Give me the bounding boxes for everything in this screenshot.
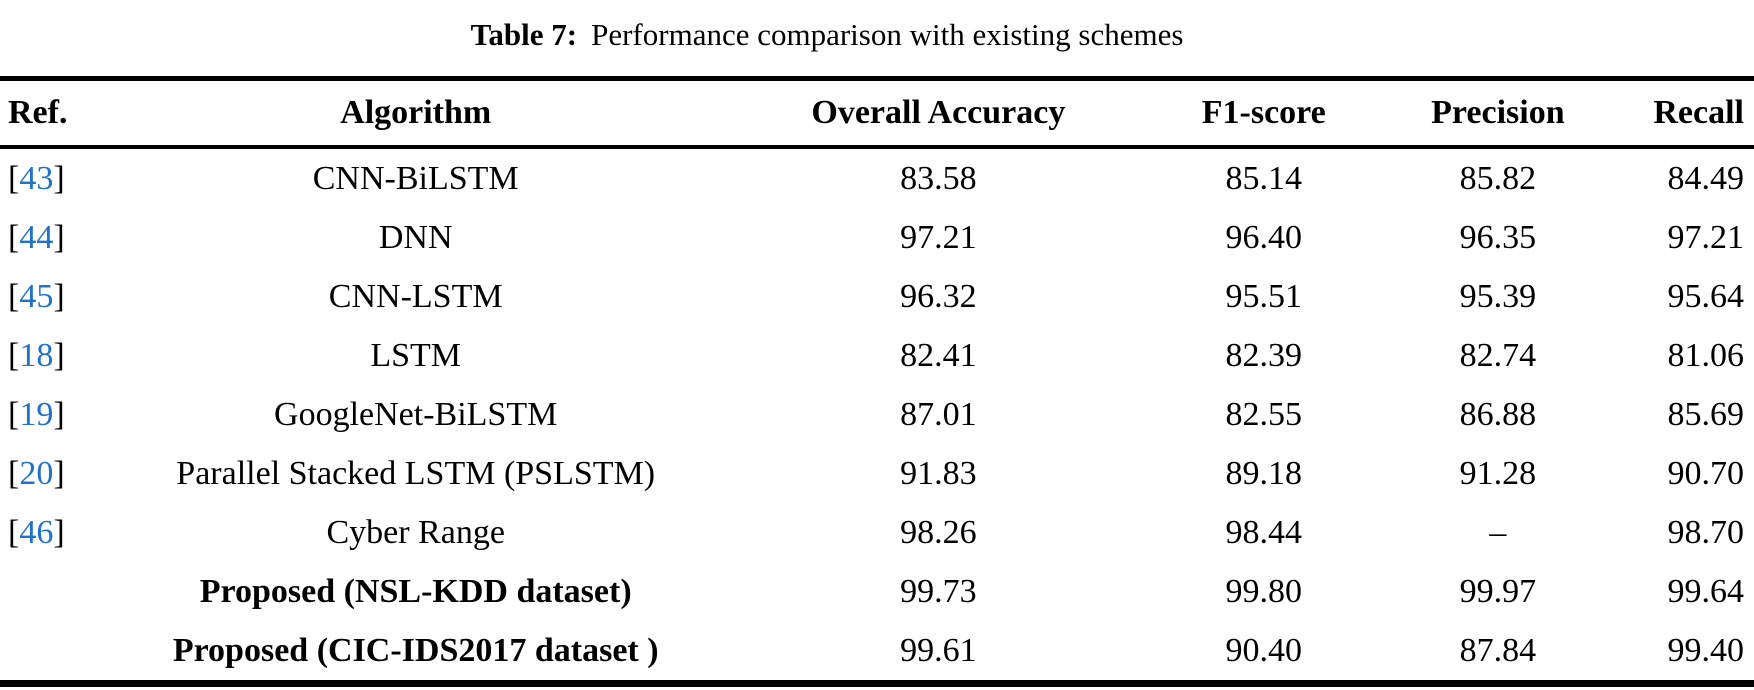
citation-bracket: ] xyxy=(53,513,65,551)
citation-bracket: [ xyxy=(8,218,20,256)
table-row-proposed-cic-ids2017: Proposed (CIC-IDS2017 dataset ) 99.61 90… xyxy=(0,621,1754,684)
table-row: [18] LSTM 82.41 82.39 82.74 81.06 xyxy=(0,326,1754,385)
cell-precision: 87.84 xyxy=(1459,631,1537,669)
citation-link[interactable]: 46 xyxy=(19,513,54,551)
cell-ref: [44] xyxy=(0,208,91,267)
table-row: [19] GoogleNet-BiLSTM 87.01 82.55 86.88 … xyxy=(0,385,1754,444)
cell-ref xyxy=(0,621,91,684)
citation-bracket: [ xyxy=(8,454,20,492)
citation-link[interactable]: 43 xyxy=(19,159,54,197)
citation-link[interactable]: 18 xyxy=(19,336,54,374)
citation-link[interactable]: 20 xyxy=(19,454,54,492)
cell-overall-accuracy: 91.83 xyxy=(900,454,977,492)
cell-algorithm: GoogleNet-BiLSTM xyxy=(274,395,558,433)
header-row: Ref. Algorithm Overall Accuracy F1-score… xyxy=(0,78,1754,149)
column-header-overall-accuracy: Overall Accuracy xyxy=(740,78,1137,149)
cell-overall-accuracy: 96.32 xyxy=(900,277,977,315)
cell-f1-score: 82.55 xyxy=(1225,395,1302,433)
table-row: [46] Cyber Range 98.26 98.44 – 98.70 xyxy=(0,503,1754,562)
cell-algorithm: Parallel Stacked LSTM (PSLSTM) xyxy=(176,454,656,492)
citation-bracket: [ xyxy=(8,395,20,433)
cell-overall-accuracy: 99.61 xyxy=(900,631,977,669)
cell-overall-accuracy: 97.21 xyxy=(900,218,977,256)
cell-ref: [43] xyxy=(0,147,91,208)
cell-f1-score: 96.40 xyxy=(1225,218,1302,256)
cell-overall-accuracy: 82.41 xyxy=(900,336,977,374)
cell-algorithm: Proposed (NSL-KDD dataset) xyxy=(199,572,632,610)
column-header-precision: Precision xyxy=(1390,78,1605,149)
cell-ref xyxy=(0,562,91,621)
citation-bracket: [ xyxy=(8,513,20,551)
cell-recall: 84.49 xyxy=(1667,159,1745,197)
cell-precision: – xyxy=(1489,513,1507,551)
table-caption-text: Performance comparison with existing sch… xyxy=(591,17,1184,52)
cell-recall: 81.06 xyxy=(1667,336,1745,374)
cell-algorithm: CNN-BiLSTM xyxy=(312,159,519,197)
cell-overall-accuracy: 87.01 xyxy=(900,395,977,433)
cell-recall: 99.64 xyxy=(1667,572,1745,610)
table-caption: Table 7: Performance comparison with exis… xyxy=(0,0,1754,76)
cell-recall: 95.64 xyxy=(1667,277,1745,315)
cell-precision: 86.88 xyxy=(1459,395,1537,433)
cell-f1-score: 82.39 xyxy=(1225,336,1302,374)
table-row-proposed-nsl-kdd: Proposed (NSL-KDD dataset) 99.73 99.80 9… xyxy=(0,562,1754,621)
cell-ref: [46] xyxy=(0,503,91,562)
cell-f1-score: 90.40 xyxy=(1225,631,1302,669)
citation-link[interactable]: 19 xyxy=(19,395,54,433)
column-header-ref: Ref. xyxy=(0,78,92,149)
citation-bracket: ] xyxy=(53,159,65,197)
column-header-algorithm: Algorithm xyxy=(91,78,741,149)
cell-overall-accuracy: 98.26 xyxy=(900,513,977,551)
column-header-recall: Recall xyxy=(1604,78,1754,149)
cell-ref: [18] xyxy=(0,326,91,385)
performance-comparison-table: Ref. Algorithm Overall Accuracy F1-score… xyxy=(0,76,1754,687)
cell-algorithm: CNN-LSTM xyxy=(328,277,503,315)
table-row: [45] CNN-LSTM 96.32 95.51 95.39 95.64 xyxy=(0,267,1754,326)
citation-bracket: ] xyxy=(53,277,65,315)
citation-bracket: [ xyxy=(8,277,20,315)
cell-recall: 98.70 xyxy=(1667,513,1745,551)
cell-overall-accuracy: 83.58 xyxy=(900,159,977,197)
table-caption-label: Table 7: xyxy=(470,17,578,52)
citation-bracket: [ xyxy=(8,159,20,197)
cell-recall: 97.21 xyxy=(1667,218,1745,256)
cell-overall-accuracy: 99.73 xyxy=(900,572,977,610)
cell-f1-score: 95.51 xyxy=(1225,277,1302,315)
column-header-f1-score: F1-score xyxy=(1136,78,1391,149)
table-row: [43] CNN-BiLSTM 83.58 85.14 85.82 84.49 xyxy=(0,147,1754,208)
cell-recall: 99.40 xyxy=(1667,631,1745,669)
citation-link[interactable]: 45 xyxy=(19,277,54,315)
citation-link[interactable]: 44 xyxy=(19,218,54,256)
cell-precision: 96.35 xyxy=(1459,218,1537,256)
citation-bracket: ] xyxy=(53,395,65,433)
cell-algorithm: Cyber Range xyxy=(326,513,505,551)
cell-algorithm: Proposed (CIC-IDS2017 dataset ) xyxy=(172,631,659,669)
cell-recall: 90.70 xyxy=(1667,454,1745,492)
cell-algorithm: LSTM xyxy=(370,336,462,374)
cell-algorithm: DNN xyxy=(378,218,453,256)
cell-ref: [45] xyxy=(0,267,91,326)
table-row: [44] DNN 97.21 96.40 96.35 97.21 xyxy=(0,208,1754,267)
cell-f1-score: 98.44 xyxy=(1225,513,1302,551)
cell-f1-score: 89.18 xyxy=(1225,454,1302,492)
cell-f1-score: 85.14 xyxy=(1225,159,1302,197)
cell-precision: 95.39 xyxy=(1459,277,1537,315)
cell-precision: 99.97 xyxy=(1459,572,1537,610)
citation-bracket: ] xyxy=(53,336,65,374)
cell-ref: [20] xyxy=(0,444,91,503)
cell-precision: 85.82 xyxy=(1459,159,1537,197)
cell-recall: 85.69 xyxy=(1667,395,1745,433)
cell-ref: [19] xyxy=(0,385,91,444)
citation-bracket: ] xyxy=(53,218,65,256)
citation-bracket: ] xyxy=(53,454,65,492)
citation-bracket: [ xyxy=(8,336,20,374)
cell-f1-score: 99.80 xyxy=(1225,572,1302,610)
table-row: [20] Parallel Stacked LSTM (PSLSTM) 91.8… xyxy=(0,444,1754,503)
cell-precision: 82.74 xyxy=(1459,336,1537,374)
cell-precision: 91.28 xyxy=(1459,454,1537,492)
